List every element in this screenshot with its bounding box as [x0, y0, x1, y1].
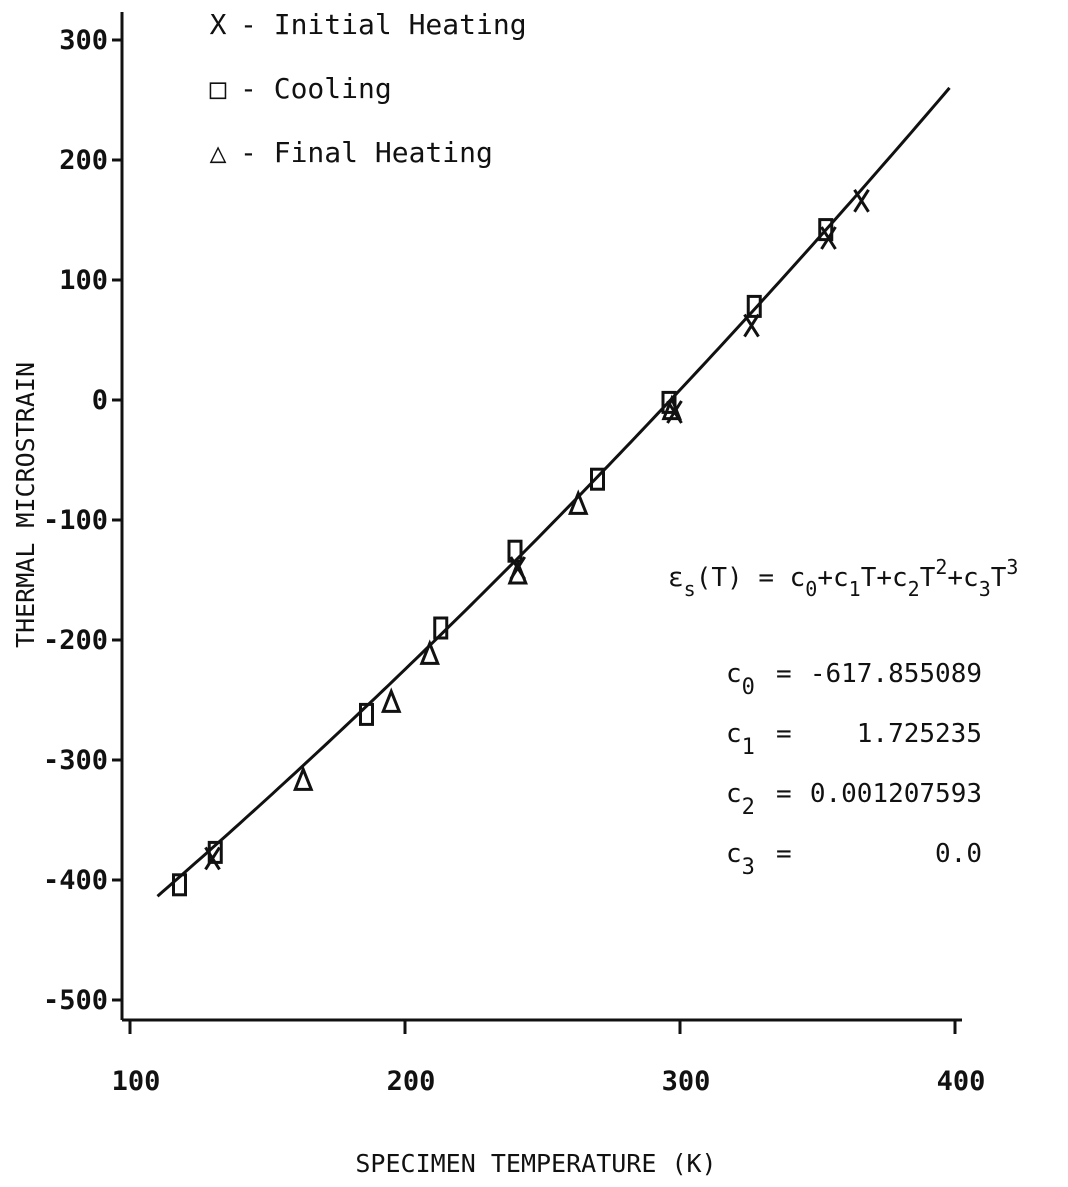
initial-heating-point: [820, 226, 837, 250]
cooling-point: [661, 390, 677, 414]
coefficient-c2-value: 0.001207593: [810, 779, 982, 809]
coefficient-c1: c1 = 1.725235: [726, 719, 982, 760]
cooling-point: [433, 616, 449, 640]
y-tick-label: 200: [59, 145, 108, 176]
x-ticks: 100 200 300 400: [112, 1020, 986, 1097]
svg-text:c1: c1: [726, 719, 755, 760]
x-tick-label: 400: [937, 1066, 986, 1097]
coefficient-c2: c2 = 0.001207593: [726, 779, 982, 820]
fit-curve: [156, 86, 951, 898]
svg-text:=: =: [776, 779, 792, 809]
final-heating-point: [381, 687, 402, 713]
y-tick-label: 100: [59, 265, 108, 296]
coefficient-c0-value: -617.855089: [810, 659, 982, 689]
coefficient-c1-value: 1.725235: [857, 719, 982, 749]
final-heating-point: [568, 489, 589, 515]
svg-text:=: =: [776, 719, 792, 749]
x-tick-label: 300: [662, 1066, 711, 1097]
coefficient-c3-value: 0.0: [935, 839, 982, 869]
legend-label-final-heating: - Final Heating: [240, 136, 493, 169]
legend: X - Initial Heating □ - Cooling △ - Fina…: [210, 8, 527, 169]
cooling-point: [207, 840, 223, 864]
initial-heating-point: [204, 846, 221, 871]
legend-label-cooling: - Cooling: [240, 72, 392, 105]
y-tick-label: -300: [43, 745, 108, 776]
legend-symbol-initial-heating: X: [210, 8, 227, 41]
legend-label-initial-heating: - Initial Heating: [240, 8, 527, 41]
final-heating-point: [419, 639, 440, 665]
legend-symbol-cooling: □: [210, 72, 227, 105]
final-heating-point: [507, 558, 528, 585]
coefficient-c0: c0 = -617.855089: [726, 659, 982, 700]
cooling-point: [507, 539, 523, 563]
initial-heating-point: [743, 313, 760, 338]
coefficient-c3: c3 = 0.0: [726, 839, 982, 880]
y-tick-label: -400: [43, 865, 108, 896]
initial-heating-point: [853, 188, 870, 213]
cooling-point: [746, 294, 762, 318]
y-axis-label: THERMAL MICROSTRAIN: [11, 362, 40, 648]
svg-text:c0: c0: [726, 659, 755, 700]
legend-symbol-final-heating: △: [210, 136, 227, 169]
y-tick-label: 0: [92, 385, 108, 416]
final-heating-point: [293, 765, 314, 791]
svg-text:=: =: [776, 839, 792, 869]
data-markers: [172, 188, 870, 897]
final-heating-point: [661, 394, 682, 421]
x-tick-label: 200: [387, 1066, 436, 1097]
svg-text:=: =: [776, 659, 792, 689]
cooling-point: [818, 218, 834, 242]
cooling-point: [172, 873, 187, 897]
fit-line-group: [156, 86, 951, 898]
y-tick-label: 300: [59, 25, 108, 56]
equation-annotation: εs(T) = c0+c1T+c2T2+c3T3 c0 = -617.85508…: [668, 555, 1018, 880]
y-ticks: 300 200 100 0 -100 -200 -300 -400 -500: [43, 25, 122, 1016]
axes: [120, 12, 962, 1022]
svg-text:c2: c2: [726, 779, 755, 820]
y-tick-label: -100: [43, 505, 108, 536]
x-axis-label: SPECIMEN TEMPERATURE (K): [355, 1149, 716, 1178]
cooling-point: [590, 467, 605, 491]
x-tick-label: 100: [112, 1066, 161, 1097]
equation-formula: εs(T) = c0+c1T+c2T2+c3T3: [668, 555, 1018, 601]
cooling-point: [359, 702, 374, 726]
svg-text:c3: c3: [726, 839, 755, 880]
y-tick-label: -500: [43, 985, 108, 1016]
y-tick-label: -200: [43, 625, 108, 656]
